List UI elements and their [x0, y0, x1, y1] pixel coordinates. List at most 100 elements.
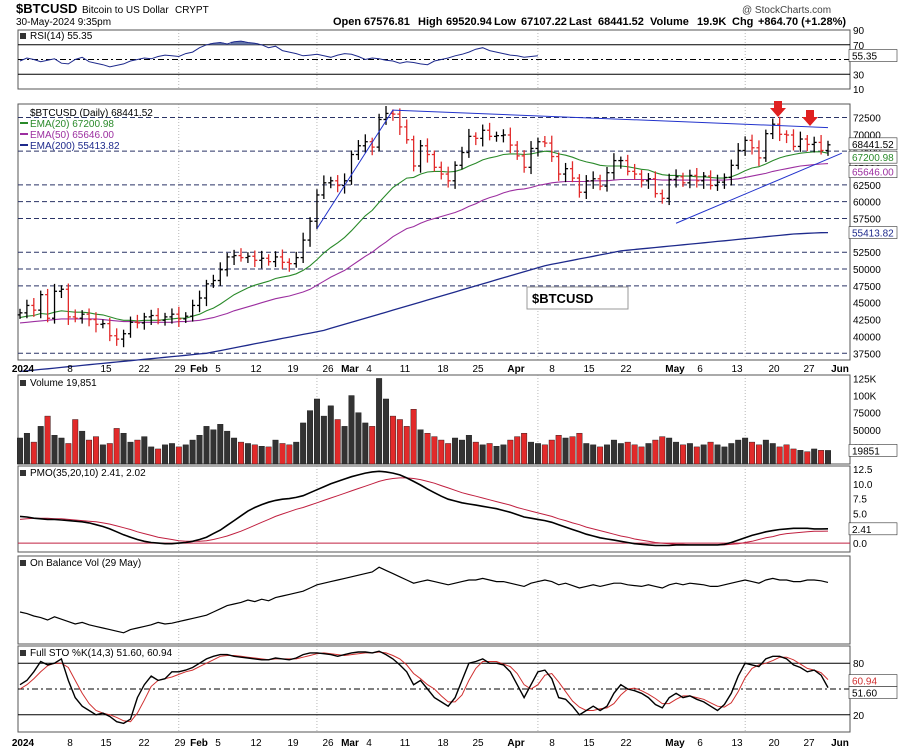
- obv-line: [19, 566, 829, 634]
- x-axis-ticks: 2024 2024 8 8 15 15 22 22 29 29 Feb Feb 5 5 12 12 19 19 26…: [12, 364, 849, 749]
- price-bar: [749, 134, 755, 155]
- pmo-value-tag-box: [848, 522, 898, 536]
- volume-bar: [452, 437, 459, 465]
- volume-bar: [707, 441, 714, 465]
- price-ytick: 52500: [853, 248, 881, 259]
- rsi-line: [19, 40, 538, 68]
- price-bar: [307, 217, 313, 247]
- volume-bar: [307, 410, 314, 465]
- price-bar: [549, 135, 555, 162]
- rsi-ytick: 10: [853, 85, 865, 96]
- volume-bar: [431, 436, 438, 465]
- price-bar: [708, 170, 714, 190]
- x-tick-label: 20: [768, 364, 780, 375]
- sto-d-value-tag-text: 60.94: [852, 677, 877, 688]
- price-bar: [701, 172, 707, 189]
- price-bar: [162, 312, 168, 326]
- x-tick-label: 29: [174, 364, 186, 375]
- price-bar: [17, 308, 23, 319]
- volume-bar: [631, 444, 638, 465]
- trendlines: [316, 109, 843, 229]
- volume-bar: [258, 446, 265, 465]
- x-tick-label: Apr: [507, 364, 524, 375]
- price-bar: [825, 140, 831, 156]
- price-bar: [245, 252, 251, 263]
- pmo-line: [19, 470, 829, 547]
- volume-bar: [762, 439, 769, 465]
- obv-legend-swatch: [20, 560, 26, 566]
- price-value-tag-text: 67200.98: [852, 153, 894, 164]
- sto-k-value-tag-box: [848, 686, 898, 699]
- price-bar: [756, 140, 762, 166]
- volume-bar: [383, 398, 389, 465]
- rsi-value-tag-text: 55.35: [852, 52, 877, 63]
- volume-bar: [148, 446, 155, 465]
- legend-ema20: EMA(20) 67200.98: [30, 119, 114, 130]
- x-tick-label: 26: [322, 738, 334, 749]
- volume-bar: [673, 441, 680, 465]
- price-bar: [314, 189, 320, 230]
- sto-k-value-tag: 51.60: [848, 686, 898, 700]
- x-tick-label: 15: [100, 738, 112, 749]
- volume-bar: [168, 443, 175, 465]
- price-bar: [811, 136, 817, 153]
- price-ytick: 72500: [853, 113, 881, 124]
- volume-bar: [389, 415, 396, 465]
- volume-bar: [500, 444, 507, 465]
- x-tick-label: Feb: [190, 738, 208, 749]
- pmo-ytick: 0.0: [853, 539, 867, 550]
- volume-bar: [120, 432, 127, 465]
- price-bar: [369, 137, 375, 156]
- price-bar: [673, 169, 679, 188]
- ema20-line: [19, 150, 829, 322]
- price-bar: [431, 150, 437, 172]
- volume-bar: [293, 441, 300, 465]
- price-bar: [542, 136, 548, 148]
- x-tick-label: 19: [287, 738, 299, 749]
- volume-bar: [666, 437, 673, 465]
- volume-bar: [334, 419, 341, 465]
- rsi-legend-swatch: [20, 33, 26, 39]
- sto-legend-swatch: [20, 650, 26, 656]
- header-copyright: @ StockCharts.com: [742, 5, 831, 16]
- volume-bar: [189, 439, 196, 465]
- annotation-btcusd-box: [526, 286, 629, 310]
- volume-bar: [652, 439, 659, 465]
- ema200-line: [19, 231, 829, 373]
- price-ytick: 60000: [853, 198, 881, 209]
- volume-bar: [99, 444, 106, 465]
- volume-bar: [459, 439, 465, 465]
- price-bar: [569, 161, 575, 183]
- volume-bar: [162, 444, 168, 465]
- price-bar: [535, 137, 541, 157]
- x-tick-label: May: [665, 364, 685, 375]
- price-bar: [121, 329, 127, 348]
- volume-bar: [93, 436, 99, 465]
- volume-bar: [479, 444, 486, 465]
- volume-bar: [362, 422, 369, 465]
- price-bar: [452, 161, 458, 189]
- price-value-tag-box: [848, 226, 898, 239]
- red-arrow-1: [770, 101, 786, 117]
- volume-bar: [113, 428, 120, 465]
- sto-k-line: [19, 650, 829, 725]
- price-bar: [728, 159, 734, 186]
- volume-bar: [134, 439, 141, 465]
- price-ytick: 62500: [853, 181, 881, 192]
- price-ytick: 37500: [853, 349, 881, 360]
- price-bar: [93, 312, 99, 333]
- volume-bar: [417, 429, 424, 465]
- price-bar: [72, 309, 78, 323]
- price-bar: [473, 132, 479, 146]
- x-tick-label: 5: [215, 738, 221, 749]
- volume-bar: [617, 443, 624, 465]
- volume-bar: [369, 426, 376, 465]
- sto-k-value-tag-text: 51.60: [852, 689, 877, 700]
- volume-bar: [783, 444, 790, 465]
- x-tick-label: 6: [697, 364, 703, 375]
- price-bar: [279, 249, 285, 270]
- price-bar: [639, 170, 645, 188]
- x-tick-label: 25: [472, 364, 484, 375]
- volume-bar: [534, 443, 541, 465]
- volume-bar: [521, 432, 528, 465]
